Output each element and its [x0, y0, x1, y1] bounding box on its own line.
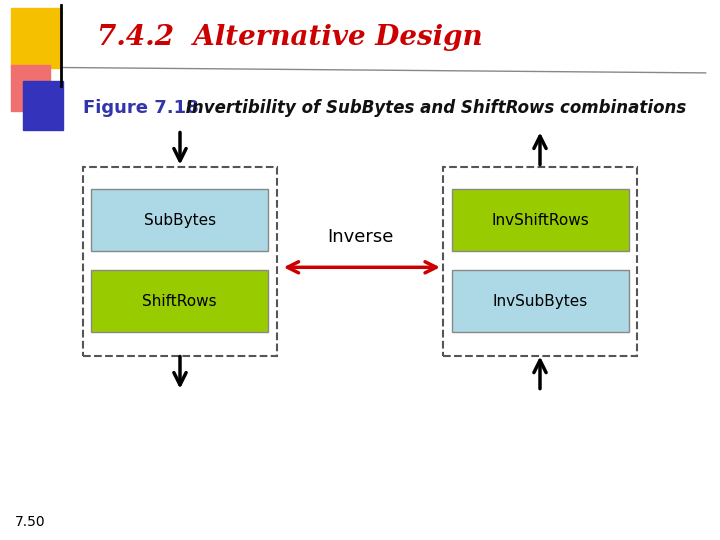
Bar [23, 81, 63, 130]
Text: Figure 7.18: Figure 7.18 [83, 99, 199, 117]
Bar [83, 167, 277, 356]
Text: ShiftRows: ShiftRows [143, 294, 217, 308]
Text: 7.50: 7.50 [14, 515, 45, 529]
Bar [452, 270, 629, 332]
Bar [91, 270, 268, 332]
Bar [11, 8, 60, 68]
Text: Invertibility of SubBytes and ShiftRows combinations: Invertibility of SubBytes and ShiftRows … [180, 99, 686, 117]
Text: SubBytes: SubBytes [143, 213, 216, 227]
Bar [91, 189, 268, 251]
Bar [11, 65, 50, 111]
Text: InvSubBytes: InvSubBytes [492, 294, 588, 308]
Bar [443, 167, 637, 356]
Bar [452, 189, 629, 251]
Text: InvShiftRows: InvShiftRows [492, 213, 589, 227]
Text: 7.4.2  Alternative Design: 7.4.2 Alternative Design [97, 24, 483, 51]
Text: Inverse: Inverse [327, 228, 393, 246]
